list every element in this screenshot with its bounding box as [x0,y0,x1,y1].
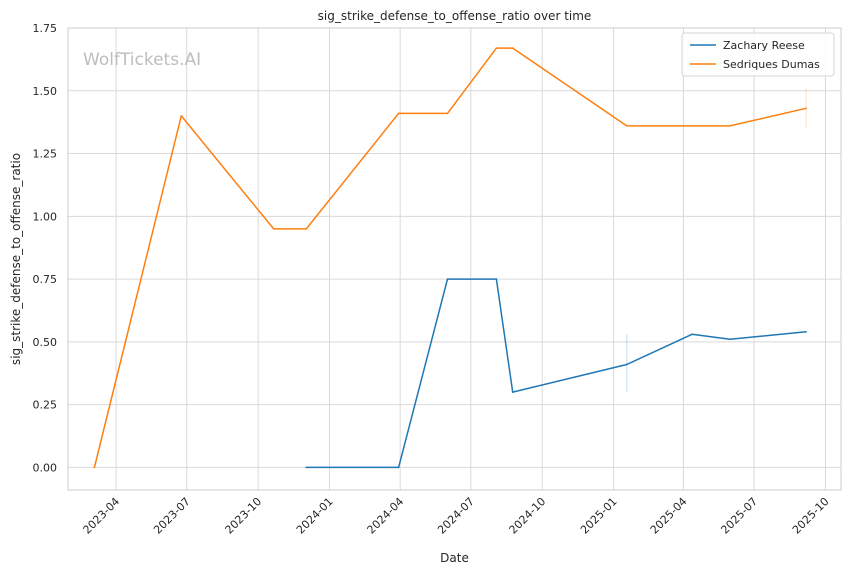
plot-area-frame [67,27,842,491]
chart-title: sig_strike_defense_to_offense_ratio over… [318,9,592,23]
y-tick-label: 1.00 [33,210,58,223]
data-point-sedriques-dumas [180,115,183,117]
y-tick-label: 0.75 [33,273,58,286]
data-point-sedriques-dumas [625,125,628,127]
data-point-sedriques-dumas [93,466,96,469]
data-point-zachary-reese [691,333,693,336]
y-tick-label: 0.50 [33,336,58,349]
y-tick-label: 1.75 [33,22,58,35]
data-point-sedriques-dumas [446,112,449,115]
grid-lines [68,27,841,490]
y-axis-title: sig_strike_defense_to_offense_ratio [9,153,23,365]
watermark-text: WolfTickets.AI [83,50,201,70]
series-lines [93,47,807,469]
y-tick-label: 1.25 [33,148,58,161]
y-tick-label: 0.00 [33,461,58,474]
data-point-zachary-reese [397,466,400,469]
legend-box [681,32,835,77]
data-point-sedriques-dumas [729,125,731,127]
data-point-sedriques-dumas [495,47,498,49]
data-point-zachary-reese [305,466,308,469]
data-point-zachary-reese [805,331,807,333]
data-point-zachary-reese [511,391,514,393]
data-point-zachary-reese [625,363,628,366]
data-point-zachary-reese [495,278,498,280]
data-point-zachary-reese [729,338,731,341]
legend: Zachary Reese Sedriques Dumas [681,32,835,77]
data-point-sedriques-dumas [272,228,275,230]
x-axis-title: Date [440,551,469,565]
data-point-sedriques-dumas [397,112,400,115]
legend-label-sedriques-dumas: Sedriques Dumas [723,58,820,71]
data-point-sedriques-dumas [305,228,308,230]
data-point-sedriques-dumas [511,47,514,49]
legend-label-zachary-reese: Zachary Reese [723,39,805,52]
y-tick-label: 1.50 [33,85,58,98]
data-point-sedriques-dumas [805,107,807,110]
y-axis-ticks: 0.00 0.25 0.50 0.75 1.00 1.25 1.50 1.75 [33,22,58,474]
data-point-zachary-reese [446,278,449,280]
y-tick-label: 0.25 [33,399,58,412]
